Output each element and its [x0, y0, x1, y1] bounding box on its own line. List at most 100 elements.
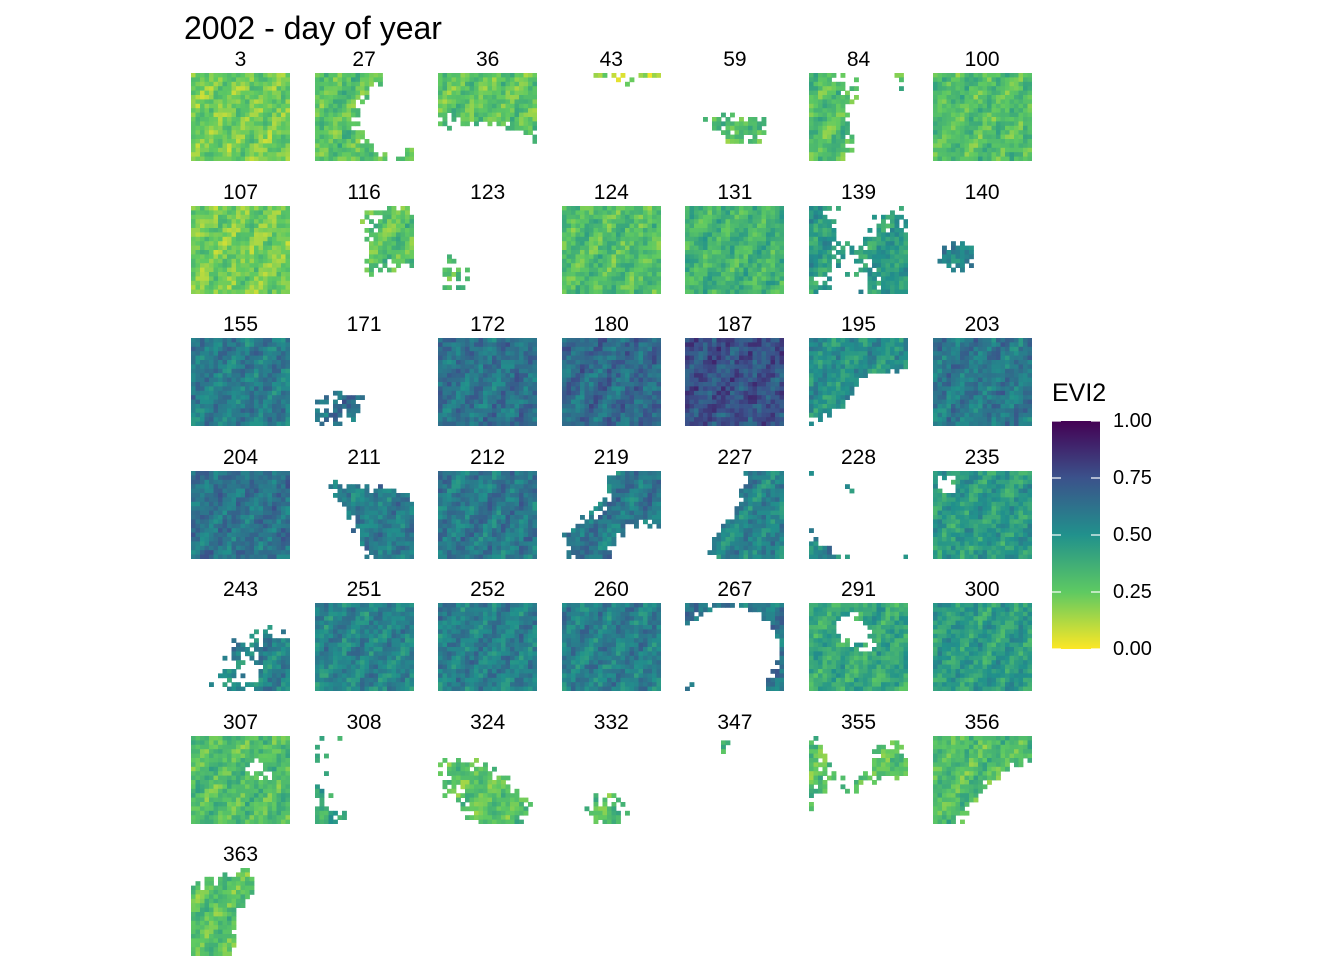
evi2-pixel: [1009, 143, 1014, 149]
evi2-pixel: [770, 258, 776, 264]
evi2-pixel: [946, 108, 951, 113]
evi2-pixel: [267, 125, 273, 131]
evi2-pixel: [460, 421, 466, 426]
evi2-pixel: [822, 130, 828, 135]
evi2-pixel: [258, 355, 264, 361]
evi2-pixel: [593, 280, 599, 286]
evi2-pixel: [946, 81, 951, 87]
evi2-pixel: [227, 280, 232, 286]
evi2-pixel: [734, 364, 740, 370]
panel-label-day-187: 187: [717, 313, 753, 336]
evi2-pixel: [195, 412, 201, 418]
evi2-pixel: [328, 73, 333, 78]
evi2-pixel: [204, 275, 210, 281]
evi2-pixel: [566, 258, 572, 264]
evi2-pixel: [734, 373, 740, 378]
evi2-pixel: [528, 386, 534, 392]
evi2-pixel: [465, 412, 471, 418]
evi2-pixel: [1013, 139, 1019, 144]
evi2-pixel: [986, 121, 992, 127]
evi2-pixel: [809, 108, 814, 113]
evi2-pixel: [218, 130, 223, 135]
evi2-pixel: [611, 240, 617, 246]
evi2-pixel: [492, 408, 498, 414]
evi2-pixel: [267, 342, 273, 348]
evi2-pixel: [213, 81, 219, 87]
evi2-pixel: [231, 421, 237, 426]
evi2-pixel: [276, 284, 282, 290]
evi2-pixel: [757, 346, 763, 352]
evi2-pixel: [249, 346, 255, 352]
evi2-pixel: [593, 404, 599, 409]
evi2-pixel: [775, 214, 781, 220]
evi2-pixel: [409, 231, 414, 237]
evi2-pixel: [191, 121, 196, 127]
evi2-pixel: [959, 77, 965, 83]
evi2-pixel: [579, 205, 585, 211]
evi2-pixel: [642, 258, 648, 264]
evi2-pixel: [281, 351, 286, 356]
evi2-pixel: [209, 271, 214, 277]
evi2-pixel: [721, 368, 727, 374]
evi2-pixel: [1022, 134, 1028, 140]
evi2-pixel: [328, 112, 333, 118]
evi2-pixel: [460, 284, 466, 290]
evi2-pixel: [263, 275, 268, 281]
evi2-pixel: [209, 103, 214, 109]
evi2-pixel: [222, 147, 228, 153]
evi2-pixel: [267, 103, 273, 109]
evi2-pixel: [492, 117, 498, 122]
evi2-pixel: [597, 417, 603, 422]
evi2-pixel: [350, 139, 356, 144]
evi2-pixel: [263, 236, 268, 242]
evi2-pixel: [642, 346, 648, 352]
evi2-pixel: [611, 395, 617, 400]
evi2-pixel: [932, 152, 938, 157]
evi2-pixel: [249, 284, 255, 290]
evi2-pixel: [532, 390, 538, 396]
evi2-pixel: [615, 77, 621, 83]
evi2-pixel: [770, 289, 776, 294]
evi2-pixel: [319, 99, 324, 105]
evi2-pixel: [346, 134, 351, 140]
evi2-pixel: [809, 103, 814, 109]
evi2-pixel: [249, 139, 255, 144]
evi2-pixel: [267, 218, 273, 224]
evi2-pixel: [831, 130, 837, 135]
evi2-pixel: [245, 139, 250, 144]
evi2-pixel: [629, 214, 635, 220]
evi2-pixel: [200, 351, 205, 356]
evi2-pixel: [757, 231, 763, 237]
evi2-pixel: [638, 289, 644, 294]
evi2-pixel: [721, 284, 727, 290]
evi2-pixel: [694, 280, 700, 286]
evi2-pixel: [694, 209, 700, 215]
evi2-pixel: [276, 342, 282, 348]
evi2-pixel: [685, 258, 691, 264]
evi2-pixel: [263, 223, 268, 228]
evi2-pixel: [483, 417, 489, 422]
evi2-pixel: [240, 382, 246, 387]
evi2-pixel: [743, 284, 749, 290]
evi2-pixel: [236, 90, 241, 96]
evi2-pixel: [285, 95, 290, 100]
evi2-pixel: [881, 231, 886, 237]
evi2-pixel: [964, 143, 969, 149]
evi2-pixel: [813, 121, 819, 127]
evi2-pixel: [213, 214, 219, 220]
evi2-pixel: [227, 156, 232, 161]
evi2-pixel: [276, 271, 282, 277]
evi2-pixel: [254, 214, 259, 220]
evi2-pixel: [213, 227, 219, 233]
evi2-pixel: [267, 390, 273, 396]
evi2-pixel: [382, 214, 387, 220]
evi2-pixel: [447, 390, 453, 396]
evi2-pixel: [629, 271, 635, 277]
evi2-pixel: [204, 289, 210, 294]
evi2-pixel: [245, 236, 250, 242]
evi2-pixel: [276, 214, 282, 220]
evi2-pixel: [227, 284, 232, 290]
evi2-pixel: [281, 284, 286, 290]
evi2-pixel: [204, 77, 210, 83]
evi2-pixel: [227, 267, 232, 272]
